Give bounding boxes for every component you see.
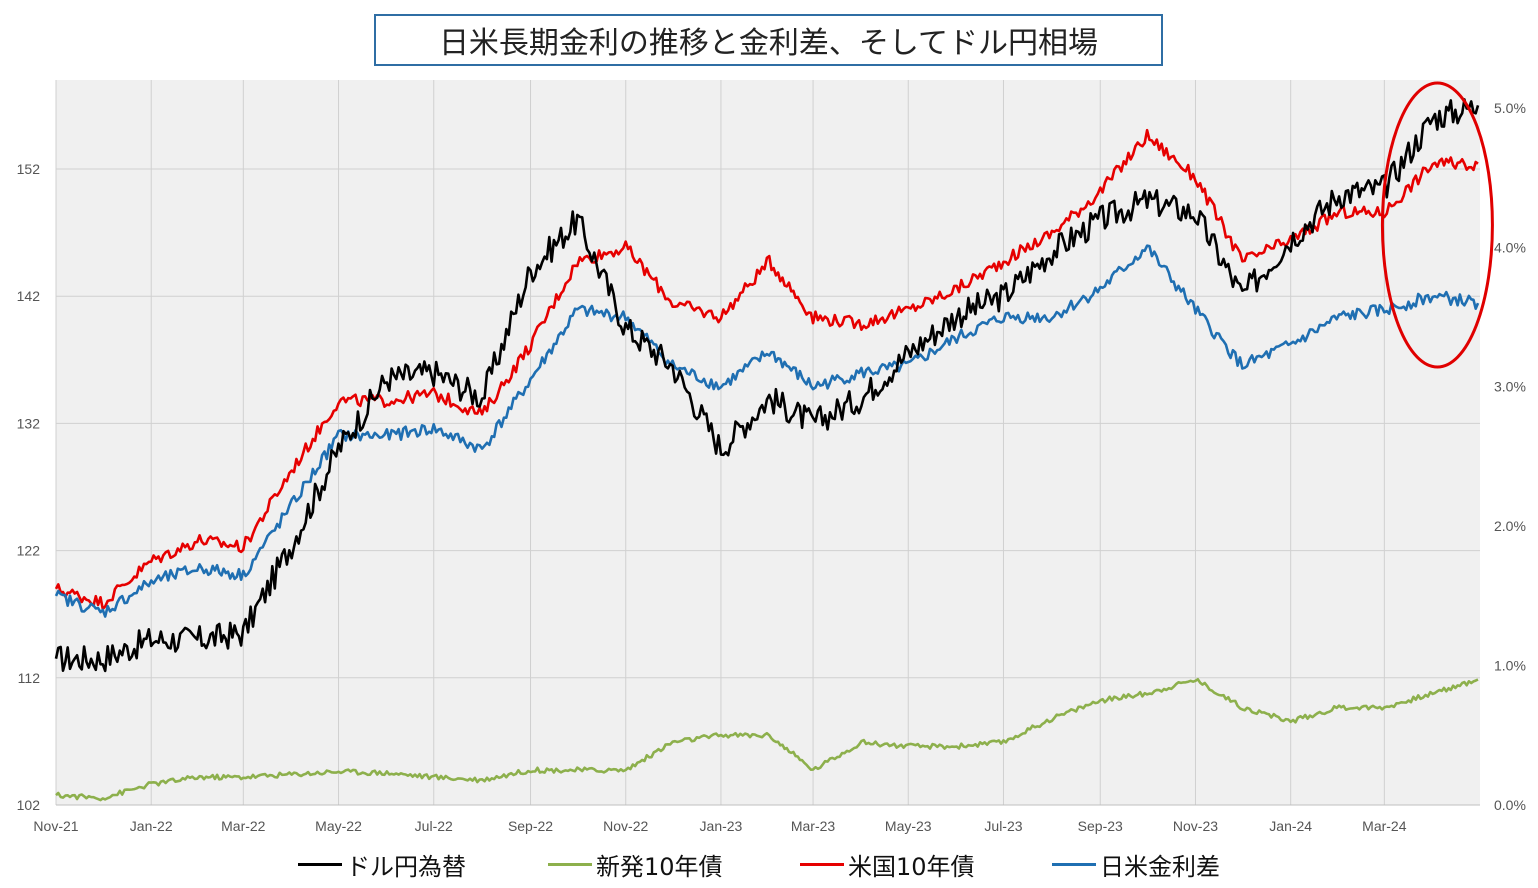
y-right-tick-label: 1.0% <box>1494 658 1526 674</box>
x-tick-label: Jan-22 <box>130 818 173 834</box>
series-line <box>54 98 1480 673</box>
y-left-tick-label: 132 <box>17 415 41 431</box>
series-line <box>54 128 1479 611</box>
legend-label: ドル円為替 <box>346 852 466 881</box>
x-tick-label: May-23 <box>885 818 932 834</box>
legend-swatch <box>1052 862 1096 866</box>
legend-item: 米国10年債 <box>800 846 975 882</box>
legend-label: 新発10年債 <box>596 852 723 881</box>
legend-item: 日米金利差 <box>1052 846 1220 882</box>
y-right-tick-label: 2.0% <box>1494 518 1526 534</box>
legend-swatch <box>548 862 592 866</box>
series-line <box>54 244 1480 618</box>
y-left-tick-label: 152 <box>17 161 41 177</box>
x-tick-label: Jul-23 <box>984 818 1022 834</box>
x-tick-label: Mar-22 <box>221 818 266 834</box>
legend-label: 日米金利差 <box>1100 852 1220 881</box>
x-tick-label: Jan-23 <box>700 818 743 834</box>
y-left-tick-label: 142 <box>17 288 41 304</box>
x-tick-label: Nov-23 <box>1173 818 1218 834</box>
gridlines <box>55 80 1480 806</box>
y-right-tick-label: 0.0% <box>1494 797 1526 813</box>
x-tick-label: Sep-23 <box>1078 818 1123 834</box>
legend-swatch <box>298 862 342 866</box>
x-tick-label: Nov-21 <box>33 818 78 834</box>
x-tick-label: Mar-24 <box>1362 818 1407 834</box>
legend: ドル円為替 新発10年債 米国10年債 日米金利差 <box>0 846 1538 882</box>
y-left-tick-label: 102 <box>17 797 41 813</box>
plot-area <box>56 80 1480 805</box>
y-right-tick-label: 3.0% <box>1494 379 1526 395</box>
y-left-tick-label: 112 <box>18 670 41 686</box>
legend-swatch <box>800 862 844 866</box>
legend-item: ドル円為替 <box>298 846 466 882</box>
chart-title: 日米長期金利の推移と金利差、そしてドル円相場 <box>374 14 1163 66</box>
y-right-tick-label: 5.0% <box>1494 100 1526 116</box>
highlight-ellipse <box>1380 81 1494 369</box>
annotations <box>1380 81 1494 369</box>
x-tick-label: Jan-24 <box>1269 818 1312 834</box>
series-lines <box>54 98 1480 802</box>
y-left-tick-label: 122 <box>17 543 41 559</box>
legend-label: 米国10年債 <box>848 852 975 881</box>
x-tick-label: May-22 <box>315 818 362 834</box>
x-tick-label: Mar-23 <box>791 818 836 834</box>
x-tick-label: Sep-22 <box>508 818 553 834</box>
y-right-tick-label: 4.0% <box>1494 239 1526 255</box>
series-line <box>55 677 1479 802</box>
axes: 102 112 122 132 142 152 0.0% 1.0% 2.0% 3.0% 4.0% 5.… <box>17 100 1526 834</box>
x-tick-label: Jul-22 <box>415 818 453 834</box>
legend-item: 新発10年債 <box>548 846 723 882</box>
x-tick-label: Nov-22 <box>603 818 648 834</box>
